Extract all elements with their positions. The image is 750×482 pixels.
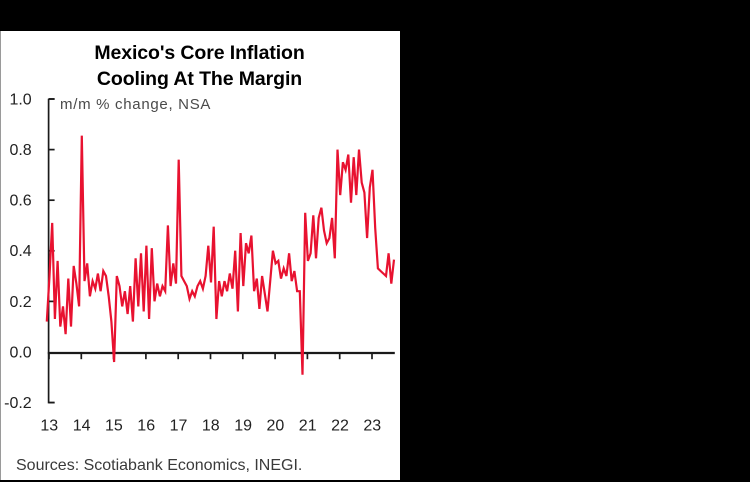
svg-text:0.6: 0.6 bbox=[9, 193, 31, 210]
svg-text:17: 17 bbox=[170, 418, 188, 435]
svg-text:20: 20 bbox=[267, 418, 285, 435]
svg-text:0.2: 0.2 bbox=[9, 294, 31, 311]
svg-text:0.8: 0.8 bbox=[9, 142, 31, 159]
svg-text:23: 23 bbox=[363, 418, 381, 435]
svg-text:13: 13 bbox=[40, 418, 58, 435]
svg-text:0.0: 0.0 bbox=[9, 344, 31, 361]
svg-text:0.4: 0.4 bbox=[9, 243, 31, 260]
svg-text:1.0: 1.0 bbox=[9, 91, 31, 108]
svg-text:14: 14 bbox=[73, 418, 91, 435]
svg-text:-0.2: -0.2 bbox=[4, 395, 32, 412]
svg-text:16: 16 bbox=[137, 418, 155, 435]
svg-text:18: 18 bbox=[202, 418, 220, 435]
svg-text:21: 21 bbox=[299, 418, 317, 435]
svg-text:22: 22 bbox=[331, 418, 349, 435]
svg-text:15: 15 bbox=[105, 418, 123, 435]
svg-text:19: 19 bbox=[234, 418, 252, 435]
